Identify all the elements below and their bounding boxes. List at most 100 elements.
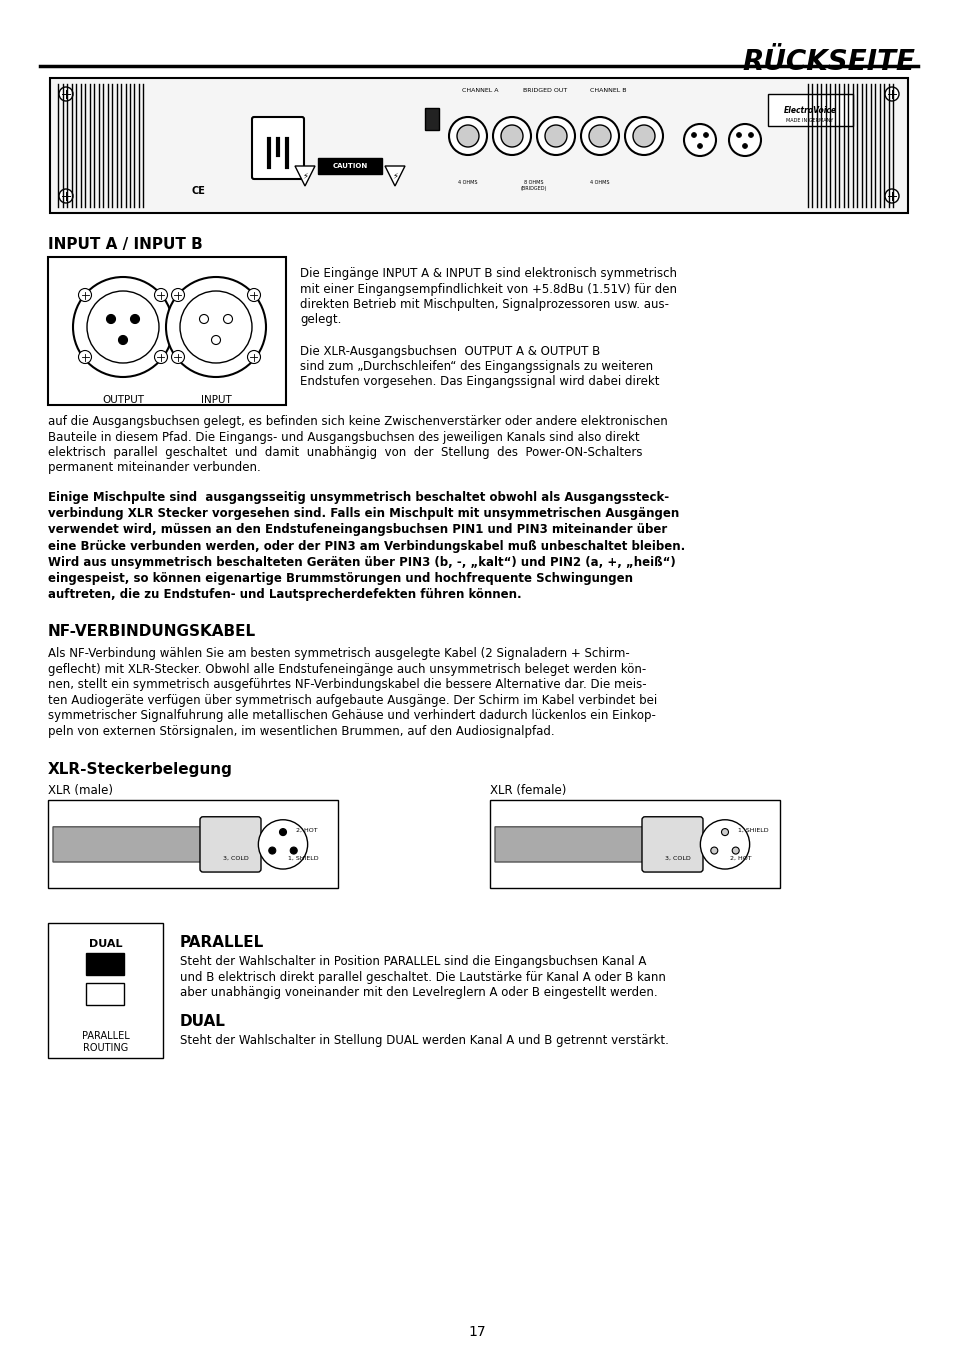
Circle shape — [683, 124, 716, 157]
Text: auftreten, die zu Endstufen- und Lautsprecherdefekten führen können.: auftreten, die zu Endstufen- und Lautspr… — [48, 589, 521, 601]
Circle shape — [710, 846, 717, 855]
Text: XLR-Steckerbelegung: XLR-Steckerbelegung — [48, 763, 233, 778]
Bar — [48, 256, 286, 405]
Circle shape — [78, 351, 91, 363]
Text: eingespeist, so können eigenartige Brummstörungen und hochfrequente Schwingungen: eingespeist, so können eigenartige Brumm… — [48, 572, 633, 585]
Text: Bauteile in diesem Pfad. Die Eingangs- und Ausgangsbuchsen des jeweiligen Kanals: Bauteile in diesem Pfad. Die Eingangs- u… — [48, 431, 639, 444]
Text: Einige Mischpulte sind  ausgangsseitig unsymmetrisch beschaltet obwohl als Ausga: Einige Mischpulte sind ausgangsseitig un… — [48, 491, 668, 504]
Circle shape — [700, 819, 749, 869]
Circle shape — [702, 132, 708, 138]
Circle shape — [118, 336, 128, 344]
Bar — [50, 78, 907, 213]
Text: 2, HOT: 2, HOT — [295, 828, 317, 833]
Text: 3, COLD: 3, COLD — [223, 856, 249, 860]
Circle shape — [87, 292, 159, 363]
Polygon shape — [495, 819, 655, 869]
Polygon shape — [385, 166, 405, 186]
Circle shape — [212, 336, 220, 344]
Text: 8 OHMS
(BRIDGED): 8 OHMS (BRIDGED) — [520, 180, 547, 190]
Text: CE: CE — [191, 186, 205, 196]
Text: XLR (male): XLR (male) — [48, 784, 112, 798]
Circle shape — [884, 86, 898, 101]
Text: RÜCKSEITE: RÜCKSEITE — [741, 49, 914, 76]
Text: eine Brücke verbunden werden, oder der PIN3 am Verbindungskabel muß unbeschaltet: eine Brücke verbunden werden, oder der P… — [48, 540, 684, 552]
Polygon shape — [294, 166, 314, 186]
Text: MADE IN GERMANY: MADE IN GERMANY — [785, 117, 833, 123]
Text: aber unabhängig voneinander mit den Levelreglern A oder B eingestellt werden.: aber unabhängig voneinander mit den Leve… — [180, 987, 657, 999]
Circle shape — [78, 289, 91, 301]
Circle shape — [290, 846, 297, 855]
Circle shape — [736, 132, 740, 138]
Text: verwendet wird, müssen an den Endstufeneingangsbuchsen PIN1 und PIN3 miteinander: verwendet wird, müssen an den Endstufene… — [48, 524, 666, 536]
Text: 4 OHMS: 4 OHMS — [457, 180, 477, 185]
Text: CAUTION: CAUTION — [332, 163, 367, 169]
Text: 17: 17 — [468, 1324, 485, 1339]
Circle shape — [223, 315, 233, 324]
Circle shape — [588, 126, 610, 147]
Text: gelegt.: gelegt. — [299, 313, 341, 327]
Text: verbindung XLR Stecker vorgesehen sind. Falls ein Mischpult mit unsymmetrischen : verbindung XLR Stecker vorgesehen sind. … — [48, 508, 679, 520]
Bar — [767, 95, 852, 126]
Text: ten Audiogeräte verfügen über symmetrisch aufgebaute Ausgänge. Der Schirm im Kab: ten Audiogeräte verfügen über symmetrisc… — [48, 694, 657, 707]
Bar — [86, 953, 124, 976]
Text: permanent miteinander verbunden.: permanent miteinander verbunden. — [48, 462, 260, 474]
Text: 2, HOT: 2, HOT — [729, 856, 751, 860]
Circle shape — [691, 132, 696, 138]
Text: ElectroVoice: ElectroVoice — [782, 107, 836, 115]
Text: NF-VERBINDUNGSKABEL: NF-VERBINDUNGSKABEL — [48, 625, 255, 640]
Text: CHANNEL B: CHANNEL B — [589, 88, 625, 93]
Circle shape — [544, 126, 566, 147]
Circle shape — [580, 117, 618, 155]
Text: direkten Betrieb mit Mischpulten, Signalprozessoren usw. aus-: direkten Betrieb mit Mischpulten, Signal… — [299, 298, 668, 311]
Text: 4 OHMS: 4 OHMS — [590, 180, 609, 185]
Text: PARALLEL
ROUTING: PARALLEL ROUTING — [82, 1031, 130, 1053]
Circle shape — [741, 143, 747, 148]
Circle shape — [154, 289, 168, 301]
Text: PARALLEL: PARALLEL — [180, 936, 264, 950]
Circle shape — [728, 124, 760, 157]
Text: DUAL: DUAL — [89, 940, 122, 949]
Circle shape — [131, 315, 139, 324]
Text: nen, stellt ein symmetrisch ausgeführtes NF-Verbindungskabel die bessere Alterna: nen, stellt ein symmetrisch ausgeführtes… — [48, 679, 646, 691]
Bar — [48, 923, 163, 1058]
Text: Wird aus unsymmetrisch beschalteten Geräten über PIN3 (b, -, „kalt“) und PIN2 (a: Wird aus unsymmetrisch beschalteten Gerä… — [48, 556, 675, 568]
Circle shape — [748, 132, 753, 138]
Bar — [48, 801, 337, 888]
Text: peln von externen Störsignalen, im wesentlichen Brummen, auf den Audiosignalpfad: peln von externen Störsignalen, im wesen… — [48, 725, 554, 738]
Text: Endstufen vorgesehen. Das Eingangssignal wird dabei direkt: Endstufen vorgesehen. Das Eingangssignal… — [299, 375, 659, 389]
Circle shape — [180, 292, 252, 363]
Circle shape — [199, 315, 209, 324]
Circle shape — [493, 117, 531, 155]
FancyBboxPatch shape — [252, 117, 304, 180]
Circle shape — [247, 289, 260, 301]
Text: symmetrischer Signalfuhrung alle metallischen Gehäuse und verhindert dadurch lüc: symmetrischer Signalfuhrung alle metalli… — [48, 709, 656, 722]
Text: XLR (female): XLR (female) — [490, 784, 566, 798]
Circle shape — [884, 189, 898, 202]
Text: Die Eingänge INPUT A & INPUT B sind elektronisch symmetrisch: Die Eingänge INPUT A & INPUT B sind elek… — [299, 267, 677, 279]
Circle shape — [247, 351, 260, 363]
FancyBboxPatch shape — [200, 817, 261, 872]
Text: ⚡: ⚡ — [302, 171, 308, 181]
Bar — [424, 108, 438, 130]
Text: 1, SHIELD: 1, SHIELD — [288, 856, 318, 860]
Circle shape — [624, 117, 662, 155]
Text: CHANNEL A: CHANNEL A — [461, 88, 497, 93]
Circle shape — [59, 86, 73, 101]
Text: und B elektrisch direkt parallel geschaltet. Die Lautstärke für Kanal A oder B k: und B elektrisch direkt parallel geschal… — [180, 971, 665, 984]
Text: mit einer Eingangsempfindlichkeit von +5.8dBu (1.51V) für den: mit einer Eingangsempfindlichkeit von +5… — [299, 282, 677, 296]
Bar — [490, 801, 780, 888]
Text: Die XLR-Ausgangsbuchsen  OUTPUT A & OUTPUT B: Die XLR-Ausgangsbuchsen OUTPUT A & OUTPU… — [299, 344, 599, 358]
Circle shape — [279, 829, 286, 836]
Circle shape — [732, 846, 739, 855]
Circle shape — [258, 819, 307, 869]
Text: Steht der Wahlschalter in Stellung DUAL werden Kanal A und B getrennt verstärkt.: Steht der Wahlschalter in Stellung DUAL … — [180, 1034, 668, 1046]
Circle shape — [456, 126, 478, 147]
Text: INPUT A / INPUT B: INPUT A / INPUT B — [48, 238, 203, 252]
Circle shape — [172, 289, 184, 301]
Text: geflecht) mit XLR-Stecker. Obwohl alle Endstufeneingänge auch unsymmetrisch bele: geflecht) mit XLR-Stecker. Obwohl alle E… — [48, 663, 645, 676]
Circle shape — [166, 277, 266, 377]
Circle shape — [537, 117, 575, 155]
Text: INPUT: INPUT — [200, 396, 232, 405]
Text: 1, SHIELD: 1, SHIELD — [738, 828, 768, 833]
Circle shape — [697, 143, 701, 148]
